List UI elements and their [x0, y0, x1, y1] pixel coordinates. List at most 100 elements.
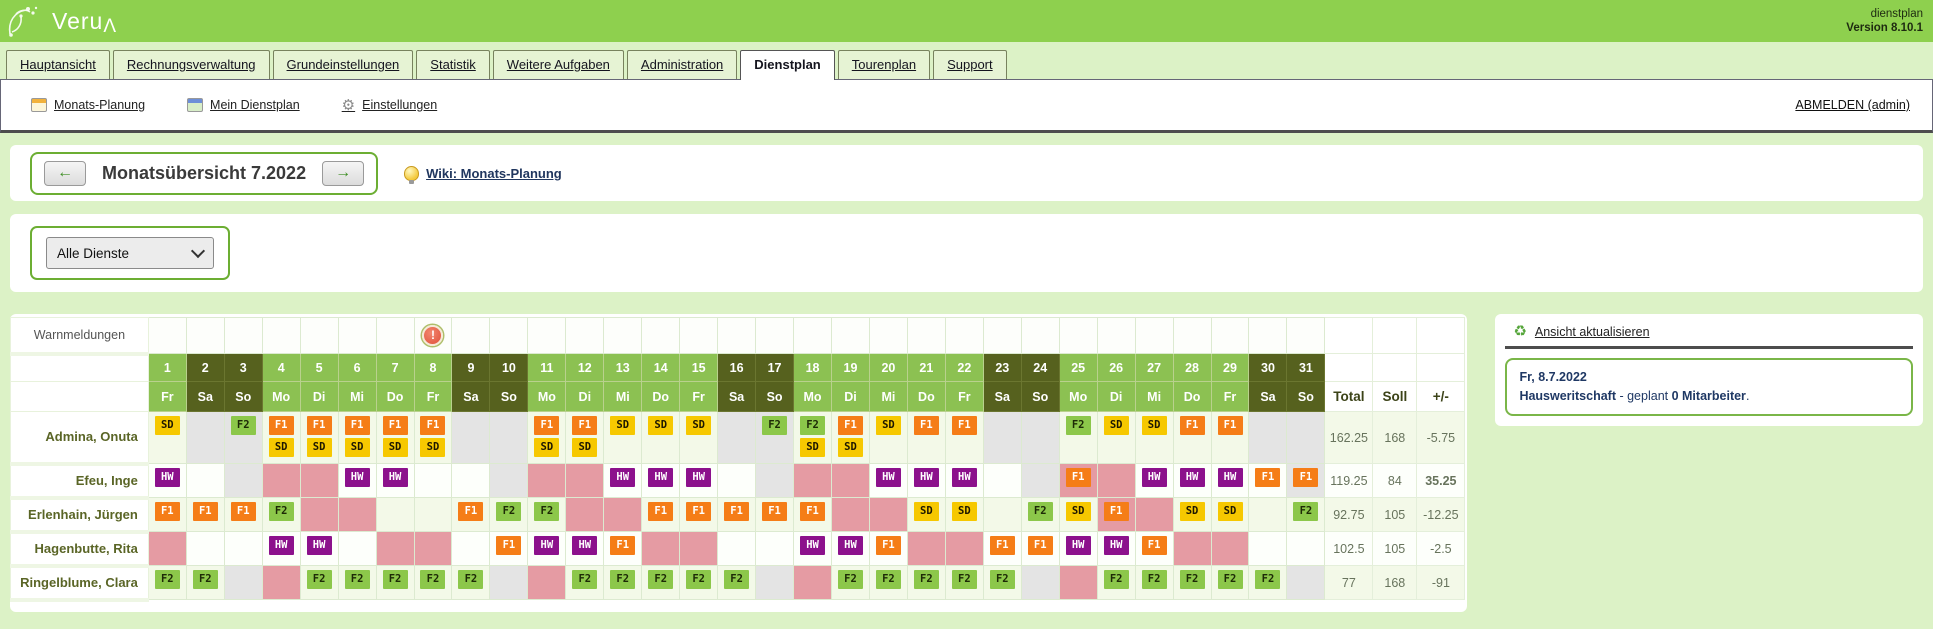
shift-chip-sd[interactable]: SD	[382, 438, 408, 457]
shift-chip-f2[interactable]: F2	[1141, 570, 1167, 589]
shift-cell-day-9[interactable]	[451, 411, 491, 464]
shift-cell-day-5[interactable]	[299, 463, 339, 498]
shift-cell-day-31[interactable]: F2	[1286, 497, 1326, 532]
shift-chip-f1[interactable]: F1	[1217, 416, 1243, 435]
service-filter-select[interactable]: Alle Dienste	[46, 237, 214, 269]
shift-chip-f1[interactable]: F1	[686, 502, 712, 521]
shift-chip-f1[interactable]: F1	[610, 536, 636, 555]
shift-cell-day-12[interactable]: HW	[565, 531, 605, 566]
shift-cell-day-29[interactable]	[1210, 531, 1250, 566]
shift-cell-day-28[interactable]: SD	[1172, 497, 1212, 532]
tab-rechnungsverwaltung[interactable]: Rechnungsverwaltung	[112, 50, 270, 79]
shift-cell-day-27[interactable]: HW	[1134, 463, 1174, 498]
shift-chip-hw[interactable]: HW	[268, 536, 294, 555]
shift-chip-f2[interactable]: F2	[989, 570, 1015, 589]
shift-chip-sd[interactable]: SD	[951, 502, 977, 521]
shift-cell-day-4[interactable]	[261, 565, 301, 600]
shift-cell-day-23[interactable]: F1	[982, 531, 1022, 566]
shift-cell-day-8[interactable]: F1 SD	[413, 411, 453, 464]
shift-chip-sd[interactable]: SD	[1065, 502, 1091, 521]
shift-cell-day-31[interactable]: F1	[1286, 463, 1326, 498]
shift-cell-day-24[interactable]: F2	[1020, 497, 1060, 532]
toolbar-item-monats-planung[interactable]: Monats-Planung	[31, 98, 145, 112]
logout-link[interactable]: ABMELDEN (admin)	[1795, 98, 1910, 112]
shift-cell-day-18[interactable]	[793, 565, 832, 600]
shift-cell-day-8[interactable]: F2	[413, 565, 453, 600]
shift-chip-f1[interactable]: F1	[951, 416, 977, 435]
shift-cell-day-5[interactable]: F1 SD	[299, 411, 339, 464]
shift-chip-sd[interactable]: SD	[1141, 416, 1167, 435]
shift-chip-f1[interactable]: F1	[1293, 468, 1319, 487]
shift-chip-f1[interactable]: F1	[875, 536, 901, 555]
shift-cell-day-24[interactable]	[1020, 565, 1060, 600]
shift-chip-hw[interactable]: HW	[610, 468, 636, 487]
shift-chip-f2[interactable]: F2	[724, 570, 750, 589]
shift-cell-day-5[interactable]: F2	[299, 565, 339, 600]
next-month-button[interactable]: →	[322, 160, 365, 186]
shift-cell-day-18[interactable]	[793, 463, 832, 498]
tab-hauptansicht[interactable]: Hauptansicht	[6, 50, 110, 79]
shift-chip-hw[interactable]: HW	[951, 468, 977, 487]
shift-cell-day-20[interactable]: SD	[868, 411, 908, 464]
shift-cell-day-26[interactable]: F2	[1096, 565, 1136, 600]
shift-cell-day-16[interactable]: F1	[717, 497, 757, 532]
shift-chip-f1[interactable]: F1	[306, 416, 332, 435]
shift-cell-day-14[interactable]: HW	[641, 463, 681, 498]
shift-cell-day-1[interactable]: F1	[147, 497, 187, 532]
shift-cell-day-16[interactable]: F2	[717, 565, 757, 600]
shift-chip-f2[interactable]: F2	[154, 570, 180, 589]
shift-chip-f1[interactable]: F1	[1141, 536, 1167, 555]
shift-cell-day-1[interactable]: HW	[147, 463, 187, 498]
shift-cell-day-2[interactable]	[185, 411, 225, 464]
shift-cell-day-16[interactable]	[717, 531, 757, 566]
shift-cell-day-26[interactable]: SD	[1096, 411, 1136, 464]
tab-administration[interactable]: Administration	[626, 50, 738, 79]
shift-chip-f2[interactable]: F2	[1293, 502, 1319, 521]
shift-cell-day-7[interactable]: HW	[375, 463, 415, 498]
shift-chip-hw[interactable]: HW	[382, 468, 408, 487]
shift-cell-day-7[interactable]: F1 SD	[375, 411, 415, 464]
shift-chip-f2[interactable]: F2	[951, 570, 977, 589]
shift-cell-day-11[interactable]	[527, 463, 567, 498]
shift-cell-day-27[interactable]	[1134, 497, 1174, 532]
shift-cell-day-18[interactable]: F1	[793, 497, 832, 532]
shift-chip-f1[interactable]: F1	[762, 502, 788, 521]
shift-chip-sd[interactable]: SD	[154, 416, 180, 435]
shift-chip-sd[interactable]: SD	[837, 438, 863, 457]
shift-cell-day-28[interactable]: F2	[1172, 565, 1212, 600]
shift-cell-day-12[interactable]: F2	[565, 565, 605, 600]
shift-chip-sd[interactable]: SD	[875, 416, 901, 435]
shift-cell-day-7[interactable]	[375, 497, 415, 532]
shift-chip-f2[interactable]: F2	[534, 502, 560, 521]
shift-cell-day-9[interactable]	[451, 463, 491, 498]
shift-cell-day-18[interactable]: HW	[793, 531, 832, 566]
shift-chip-hw[interactable]: HW	[306, 536, 332, 555]
shift-cell-day-25[interactable]: F1	[1058, 463, 1098, 498]
shift-chip-hw[interactable]: HW	[1065, 536, 1091, 555]
shift-cell-day-23[interactable]: F2	[982, 565, 1022, 600]
shift-chip-f2[interactable]: F2	[230, 416, 256, 435]
shift-chip-f2[interactable]: F2	[1255, 570, 1281, 589]
shift-cell-day-19[interactable]: F1 SD	[831, 411, 870, 464]
shift-cell-day-4[interactable]: HW	[261, 531, 301, 566]
shift-cell-day-20[interactable]: F2	[868, 565, 908, 600]
shift-cell-day-27[interactable]: SD	[1134, 411, 1174, 464]
shift-cell-day-9[interactable]: F1	[451, 497, 491, 532]
shift-cell-day-3[interactable]	[223, 565, 263, 600]
shift-chip-f1[interactable]: F1	[989, 536, 1015, 555]
shift-chip-hw[interactable]: HW	[1103, 536, 1129, 555]
shift-cell-day-11[interactable]: F1 SD	[527, 411, 567, 464]
shift-chip-hw[interactable]: HW	[344, 468, 370, 487]
shift-cell-day-2[interactable]: F2	[185, 565, 225, 600]
shift-cell-day-28[interactable]: F1	[1172, 411, 1212, 464]
shift-cell-day-28[interactable]	[1172, 531, 1212, 566]
shift-cell-day-22[interactable]: F1	[944, 411, 984, 464]
shift-chip-hw[interactable]: HW	[648, 468, 674, 487]
shift-cell-day-13[interactable]: F1	[603, 531, 643, 566]
shift-cell-day-6[interactable]: HW	[337, 463, 377, 498]
shift-chip-hw[interactable]: HW	[800, 536, 826, 555]
shift-cell-day-6[interactable]	[337, 497, 377, 532]
shift-chip-sd[interactable]: SD	[344, 438, 370, 457]
shift-chip-hw[interactable]: HW	[837, 536, 863, 555]
shift-cell-day-7[interactable]: F2	[375, 565, 415, 600]
